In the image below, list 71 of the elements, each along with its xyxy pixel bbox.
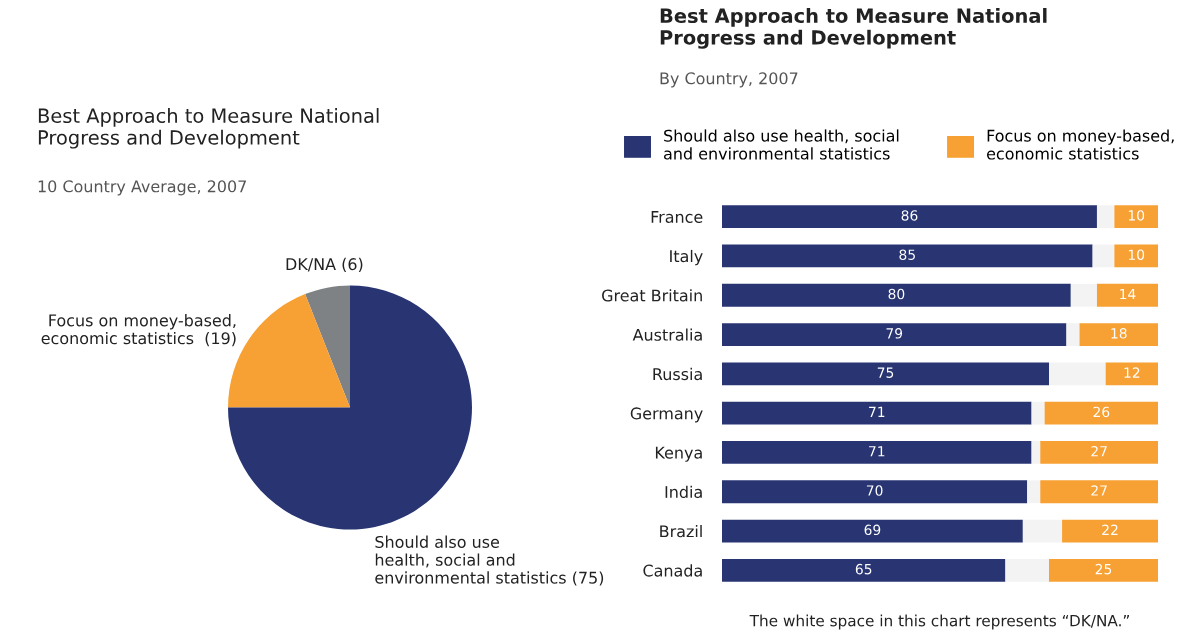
y-tick-label: Russia bbox=[653, 367, 702, 381]
bar bbox=[722, 519, 1023, 543]
y-tick-label: Brazil bbox=[660, 524, 702, 538]
bar bbox=[1049, 558, 1158, 582]
data-label: 12 bbox=[1124, 367, 1140, 378]
data-label: 10 bbox=[1128, 249, 1145, 260]
text: The white space in this chart represents “DK/NA.” bbox=[749, 614, 1129, 630]
bar bbox=[1040, 441, 1158, 464]
data-label: 69 bbox=[864, 524, 881, 536]
bar bbox=[722, 558, 1006, 582]
y-tick-label: Canada bbox=[643, 564, 702, 577]
slice-label: Focus on money-based, economic statistics (19) bbox=[41, 314, 236, 347]
pie-slice bbox=[305, 285, 350, 408]
data-label: 70 bbox=[866, 485, 883, 496]
bar bbox=[1092, 244, 1115, 268]
data-label: 71 bbox=[869, 406, 885, 417]
bar bbox=[1027, 480, 1041, 504]
y-tick-label: Germany bbox=[630, 407, 703, 423]
chart-title: Best Approach to Measure National Progress and Development bbox=[660, 8, 1047, 49]
legend-label: Focus on money-based, economic statistics bbox=[986, 129, 1174, 160]
bar bbox=[1114, 244, 1158, 268]
slice-label: Should also use health, social and environmental statistics (75) bbox=[375, 535, 604, 586]
bar bbox=[1105, 362, 1158, 386]
data-label: 22 bbox=[1102, 524, 1118, 535]
data-label: 25 bbox=[1095, 563, 1112, 575]
bar bbox=[1066, 323, 1080, 346]
chart-subtitle: By Country, 2007 bbox=[660, 72, 798, 88]
bar bbox=[1005, 558, 1049, 582]
data-label: 85 bbox=[899, 249, 915, 260]
data-label: 75 bbox=[877, 367, 894, 378]
bar bbox=[722, 205, 1097, 229]
legend-label: Should also use health, social and environmental statistics bbox=[664, 129, 899, 160]
data-label: 27 bbox=[1091, 445, 1107, 457]
bar bbox=[1049, 362, 1106, 386]
bar bbox=[722, 323, 1067, 346]
bar bbox=[722, 441, 1032, 464]
chart-subtitle: 10 Country Average, 2007 bbox=[38, 180, 246, 196]
data-label: 26 bbox=[1093, 406, 1110, 418]
y-tick-label: Great Britain bbox=[602, 289, 702, 302]
chart-title: Best Approach to Measure National Progress and Development bbox=[38, 108, 379, 149]
bar bbox=[722, 244, 1093, 268]
data-label: 18 bbox=[1111, 328, 1127, 339]
bar bbox=[1031, 441, 1041, 464]
data-label: 71 bbox=[869, 446, 885, 457]
data-label: 79 bbox=[886, 328, 903, 339]
data-label: 86 bbox=[901, 210, 918, 221]
y-tick-label: Australia bbox=[632, 328, 702, 341]
bar bbox=[722, 362, 1049, 386]
bar bbox=[1096, 283, 1158, 307]
data-label: 14 bbox=[1120, 288, 1136, 300]
bar bbox=[1031, 401, 1045, 425]
bar bbox=[1070, 283, 1097, 307]
bar bbox=[722, 480, 1028, 504]
y-tick-label: France bbox=[651, 211, 703, 223]
y-tick-label: Kenya bbox=[655, 446, 702, 462]
data-label: 80 bbox=[888, 288, 905, 300]
bar bbox=[722, 401, 1032, 425]
bar bbox=[1040, 480, 1158, 504]
bar bbox=[1062, 519, 1158, 543]
data-label: 10 bbox=[1128, 210, 1145, 221]
data-label: 65 bbox=[855, 563, 872, 575]
bar bbox=[1044, 401, 1158, 425]
bar bbox=[1022, 519, 1063, 543]
bar bbox=[1079, 323, 1158, 346]
bar bbox=[1096, 205, 1115, 229]
data-label: 27 bbox=[1091, 485, 1107, 496]
y-tick-label: Italy bbox=[670, 249, 703, 266]
slice-label: DK/NA (6) bbox=[286, 257, 363, 273]
bar bbox=[1114, 205, 1158, 229]
y-tick-label: India bbox=[665, 485, 702, 499]
bar bbox=[722, 283, 1071, 307]
